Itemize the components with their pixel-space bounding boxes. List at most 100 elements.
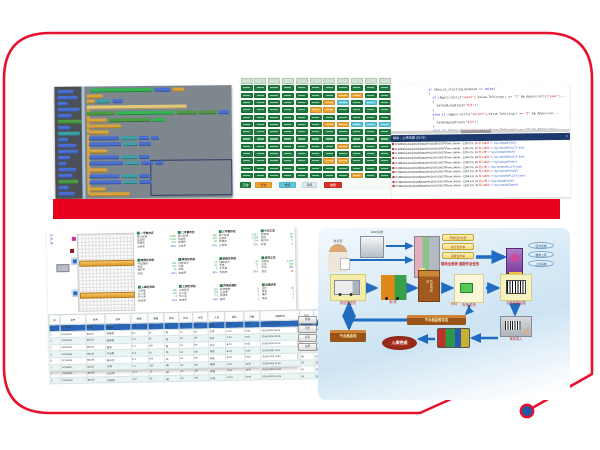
block[interactable] — [89, 187, 106, 192]
flow-node-chip[interactable]: 执行任务单 — [442, 243, 474, 250]
status-cell[interactable] — [378, 99, 391, 106]
flow-node-oval[interactable]: 任务完成 — [528, 242, 554, 249]
status-cell[interactable] — [281, 92, 294, 99]
status-cell[interactable] — [281, 151, 294, 157]
toolbox-block[interactable] — [57, 125, 70, 130]
block[interactable] — [96, 99, 111, 104]
status-cell[interactable] — [337, 114, 350, 121]
status-cell[interactable] — [323, 78, 336, 84]
status-cell[interactable] — [240, 99, 253, 106]
block[interactable] — [89, 161, 124, 166]
side-button[interactable]: 查询 — [298, 316, 317, 324]
side-button[interactable]: 打印 — [298, 334, 317, 342]
status-cell[interactable] — [240, 92, 253, 99]
block[interactable] — [155, 160, 164, 165]
block[interactable] — [89, 192, 130, 197]
status-cell[interactable] — [378, 158, 391, 164]
toolbox-block[interactable] — [57, 101, 68, 106]
flow-node-oval[interactable]: 数据上传 — [528, 251, 554, 258]
status-cell[interactable] — [337, 129, 350, 135]
flow-node-machine[interactable] — [360, 236, 384, 258]
status-cell[interactable] — [350, 172, 363, 179]
status-cell[interactable] — [323, 129, 336, 135]
status-cell[interactable] — [309, 121, 322, 128]
toolbox-block[interactable] — [58, 167, 77, 172]
block[interactable] — [86, 99, 95, 104]
status-cell[interactable] — [309, 172, 322, 179]
table-header-cell[interactable]: 规格 — [130, 312, 148, 324]
status-cell[interactable] — [309, 92, 322, 99]
status-cell[interactable] — [295, 85, 308, 91]
status-cell[interactable] — [350, 165, 363, 172]
block[interactable] — [88, 130, 109, 135]
toolbox-block[interactable] — [57, 119, 82, 124]
flow-node-note[interactable]: 现场全系统 追踪作业任务 — [440, 262, 480, 266]
status-cell[interactable] — [378, 121, 391, 128]
toolbox-block[interactable] — [57, 113, 72, 118]
status-cell[interactable] — [240, 172, 253, 179]
legend-chip[interactable]: 警告 — [255, 182, 272, 188]
status-cell[interactable] — [323, 85, 336, 91]
block[interactable] — [86, 94, 103, 99]
status-cell[interactable] — [254, 107, 267, 113]
status-cell[interactable] — [309, 165, 322, 172]
block[interactable] — [112, 99, 123, 104]
status-cell[interactable] — [268, 92, 281, 99]
status-cell[interactable] — [281, 99, 294, 106]
block[interactable] — [90, 87, 153, 93]
toolbox-block[interactable] — [58, 143, 77, 148]
flow-node-store[interactable]: 不合格品库 — [330, 330, 366, 342]
status-cell[interactable] — [240, 158, 253, 164]
status-cell[interactable] — [323, 121, 336, 128]
table-header-cell[interactable]: 站点 — [178, 312, 193, 323]
status-cell[interactable] — [281, 107, 294, 113]
status-cell[interactable] — [240, 136, 253, 142]
block[interactable] — [121, 174, 138, 179]
status-cell[interactable] — [309, 136, 322, 142]
status-cell[interactable] — [281, 172, 294, 179]
status-cell[interactable] — [364, 172, 377, 179]
status-cell[interactable] — [309, 99, 322, 106]
status-cell[interactable] — [268, 151, 281, 157]
status-cell[interactable] — [323, 114, 336, 121]
block[interactable] — [218, 110, 229, 115]
block[interactable] — [120, 136, 137, 141]
legend-chip[interactable]: 正常 — [240, 182, 251, 188]
side-button[interactable]: 关闭 — [298, 343, 317, 351]
status-cell[interactable] — [350, 143, 363, 150]
table-header-cell[interactable]: 品名 — [105, 313, 131, 324]
block[interactable] — [139, 179, 152, 185]
status-cell[interactable] — [350, 78, 363, 84]
block[interactable] — [116, 110, 175, 116]
close-icon[interactable]: × — [566, 133, 568, 138]
status-cell[interactable] — [295, 121, 308, 128]
flow-node-bar[interactable]: 不合格品暂存区 — [407, 315, 466, 325]
status-cell[interactable] — [364, 129, 377, 135]
status-cell[interactable] — [337, 99, 350, 106]
block[interactable] — [89, 168, 108, 173]
status-cell[interactable] — [309, 78, 322, 84]
status-cell[interactable] — [350, 107, 363, 113]
status-cell[interactable] — [254, 92, 267, 99]
status-cell[interactable] — [295, 107, 308, 113]
status-cell[interactable] — [281, 114, 294, 121]
status-cell[interactable] — [240, 143, 253, 150]
flow-node-purple[interactable] — [506, 248, 523, 276]
flow-node-fork2[interactable] — [437, 328, 470, 348]
block[interactable] — [125, 161, 140, 166]
status-cell[interactable] — [378, 114, 391, 121]
status-cell[interactable] — [254, 121, 267, 128]
status-cell[interactable] — [364, 165, 377, 172]
block[interactable] — [89, 142, 122, 147]
status-cell[interactable] — [323, 99, 336, 106]
device-icon-1[interactable] — [71, 257, 79, 265]
status-cell[interactable] — [337, 85, 350, 91]
table-header-cell[interactable]: 状态 — [192, 311, 209, 323]
status-cell[interactable] — [378, 172, 391, 179]
status-cell[interactable] — [295, 92, 308, 99]
legend-chip[interactable]: 故障 — [324, 182, 342, 188]
toolbox-block[interactable] — [58, 191, 75, 196]
status-cell[interactable] — [281, 78, 294, 84]
block[interactable] — [172, 87, 185, 92]
status-cell[interactable] — [337, 136, 350, 142]
